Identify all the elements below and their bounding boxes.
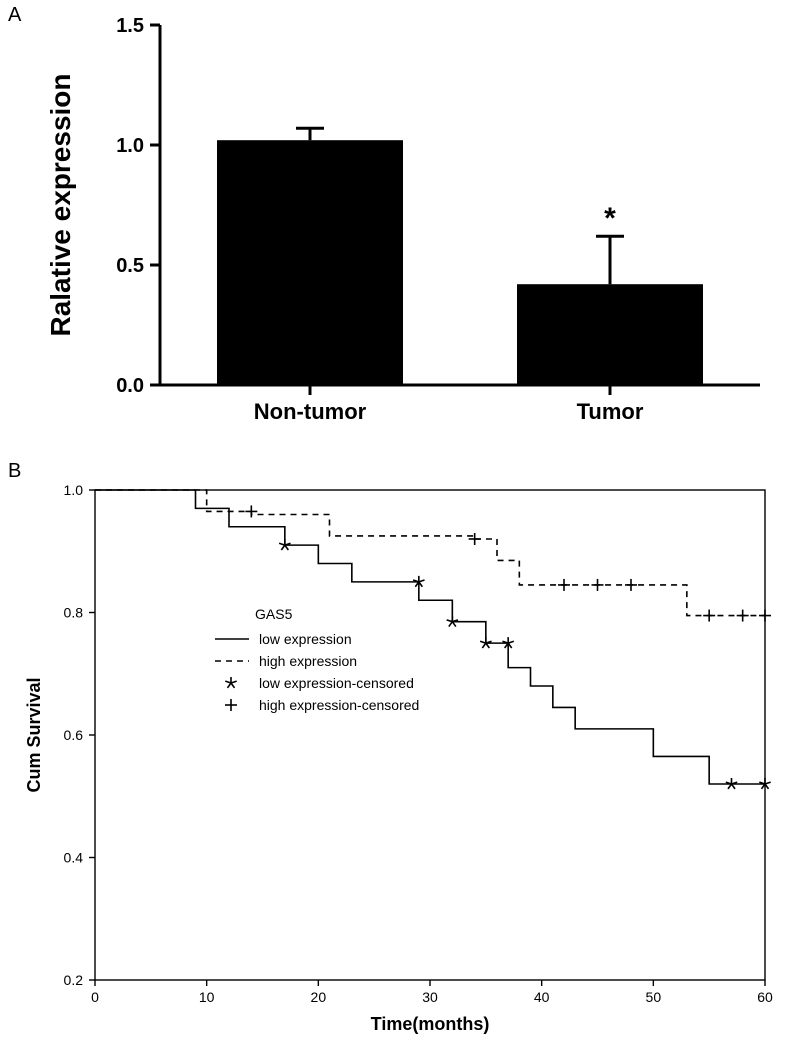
svg-text:50: 50 bbox=[646, 989, 662, 1005]
svg-text:*: * bbox=[604, 202, 616, 235]
svg-text:Time(months): Time(months) bbox=[371, 1014, 490, 1034]
svg-text:0.2: 0.2 bbox=[64, 972, 84, 988]
svg-text:Ralative expression: Ralative expression bbox=[45, 73, 76, 336]
svg-text:0.8: 0.8 bbox=[64, 605, 84, 621]
svg-text:1.0: 1.0 bbox=[116, 135, 144, 157]
svg-text:low expression-censored: low expression-censored bbox=[259, 675, 414, 691]
svg-text:30: 30 bbox=[422, 989, 438, 1005]
svg-text:high expression-censored: high expression-censored bbox=[259, 697, 419, 713]
svg-text:high expression: high expression bbox=[259, 653, 357, 669]
svg-text:Tumor: Tumor bbox=[577, 399, 644, 424]
svg-text:1.0: 1.0 bbox=[64, 482, 84, 498]
panel-a-label: A bbox=[8, 4, 21, 27]
svg-text:Non-tumor: Non-tumor bbox=[254, 399, 367, 424]
svg-text:0.5: 0.5 bbox=[116, 255, 144, 277]
figure-container: A 0.0 0.5 1.0 1.5 Ralative expression Non-tum… bbox=[0, 0, 800, 1053]
panel-a-chart: 0.0 0.5 1.0 1.5 Ralative expression Non-tumor… bbox=[30, 5, 790, 445]
svg-text:10: 10 bbox=[199, 989, 215, 1005]
panel-b-chart: 0 10 20 30 40 50 60 0.2 0.4 0.6 0.8 1.0 Time(months)… bbox=[5, 470, 795, 1050]
svg-text:low expression: low expression bbox=[259, 631, 352, 647]
svg-text:40: 40 bbox=[534, 989, 550, 1005]
svg-text:0.0: 0.0 bbox=[116, 375, 144, 397]
svg-text:Cum Survival: Cum Survival bbox=[24, 677, 44, 792]
svg-text:60: 60 bbox=[757, 989, 773, 1005]
svg-text:0: 0 bbox=[91, 989, 99, 1005]
svg-text:1.5: 1.5 bbox=[116, 15, 144, 37]
svg-text:0.4: 0.4 bbox=[64, 850, 84, 866]
svg-text:GAS5: GAS5 bbox=[255, 606, 293, 622]
svg-text:20: 20 bbox=[311, 989, 327, 1005]
svg-text:0.6: 0.6 bbox=[64, 727, 84, 743]
